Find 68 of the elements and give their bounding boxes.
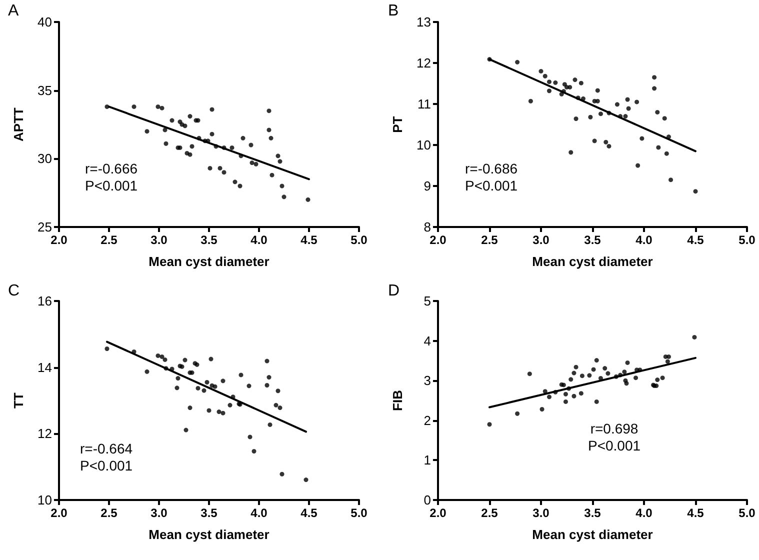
x-tick-label: 4.0 — [250, 233, 268, 247]
y-tick-label: 12 — [38, 426, 52, 442]
y-tick-label: 25 — [38, 220, 52, 234]
y-tick-label: 9 — [424, 178, 431, 194]
annotation: P<0.001 — [465, 178, 518, 194]
x-tick-label: 5.0 — [350, 506, 368, 520]
y-tick-label: 16 — [38, 294, 52, 308]
y-axis-title: APTT — [11, 107, 26, 142]
y-tick-label: 13 — [416, 14, 431, 30]
x-tick-label: 2.0 — [430, 506, 447, 520]
x-tick-label: 2.5 — [481, 506, 498, 520]
y-tick-label: 30 — [38, 151, 52, 166]
x-tick-label: 5.0 — [350, 233, 368, 247]
x-axis-title: Mean cyst diameter — [148, 527, 270, 542]
x-tick-label: 3.0 — [150, 233, 168, 247]
y-tick-label: 14 — [38, 360, 52, 375]
y-tick-label: 8 — [424, 220, 431, 234]
y-tick-label: 35 — [38, 82, 52, 98]
y-tick-label: 3 — [424, 373, 431, 388]
x-tick-label: 2.5 — [481, 233, 498, 247]
chart-title: A — [8, 2, 19, 20]
y-tick-label: 2 — [424, 412, 431, 428]
x-tick-label: 4.5 — [687, 506, 704, 520]
annotation: r=0.698 — [590, 420, 638, 436]
x-axis-title: Mean cyst diameter — [532, 527, 653, 542]
x-tick-label: 4.5 — [300, 506, 318, 520]
y-tick-label: 12 — [416, 56, 431, 70]
y-tick-label: 10 — [38, 492, 52, 508]
x-axis-title: Mean cyst diameter — [148, 254, 270, 269]
x-tick-label: 3.5 — [200, 506, 218, 520]
y-tick-label: 10 — [416, 138, 431, 152]
chart-title: C — [8, 282, 20, 300]
x-tick-label: 3.5 — [584, 506, 602, 520]
x-tick-label: 4.0 — [636, 233, 653, 247]
y-tick-label: 4 — [424, 333, 431, 348]
x-tick-label: 2.0 — [50, 233, 68, 247]
y-tick-label: 11 — [418, 96, 431, 112]
y-axis-title: PT — [390, 116, 405, 133]
x-tick-label: 2.5 — [100, 233, 118, 247]
x-tick-label: 3.5 — [200, 233, 218, 247]
x-tick-label: 4.5 — [300, 233, 318, 247]
y-tick-label: 1 — [424, 452, 431, 468]
x-tick-label: 5.0 — [738, 233, 756, 247]
x-tick-label: 2.5 — [100, 506, 118, 520]
chart-title: B — [388, 2, 399, 20]
annotation: r=-0.666 — [85, 160, 138, 176]
x-tick-label: 4.0 — [250, 506, 268, 520]
chart-title: D — [388, 282, 400, 300]
x-tick-label: 2.0 — [50, 506, 68, 520]
annotation: r=-0.686 — [465, 160, 518, 176]
x-tick-label: 3.0 — [150, 506, 168, 520]
annotation: P<0.001 — [80, 458, 133, 474]
annotation: r=-0.664 — [80, 440, 133, 456]
x-tick-label: 3.0 — [532, 233, 550, 247]
x-tick-label: 4.0 — [636, 506, 653, 520]
annotation: P<0.001 — [85, 178, 138, 194]
x-tick-label: 5.0 — [738, 506, 756, 520]
y-axis-title: FIB — [390, 390, 405, 411]
x-tick-label: 3.0 — [532, 506, 550, 520]
x-tick-label: 3.5 — [584, 233, 602, 247]
annotation: P<0.001 — [588, 438, 641, 454]
x-tick-label: 2.0 — [430, 233, 447, 247]
y-tick-label: 5 — [424, 294, 431, 308]
y-tick-label: 0 — [424, 492, 431, 508]
y-axis-title: TT — [11, 392, 26, 408]
x-axis-title: Mean cyst diameter — [532, 254, 653, 269]
y-tick-label: 40 — [38, 14, 52, 30]
x-tick-label: 4.5 — [687, 233, 704, 247]
